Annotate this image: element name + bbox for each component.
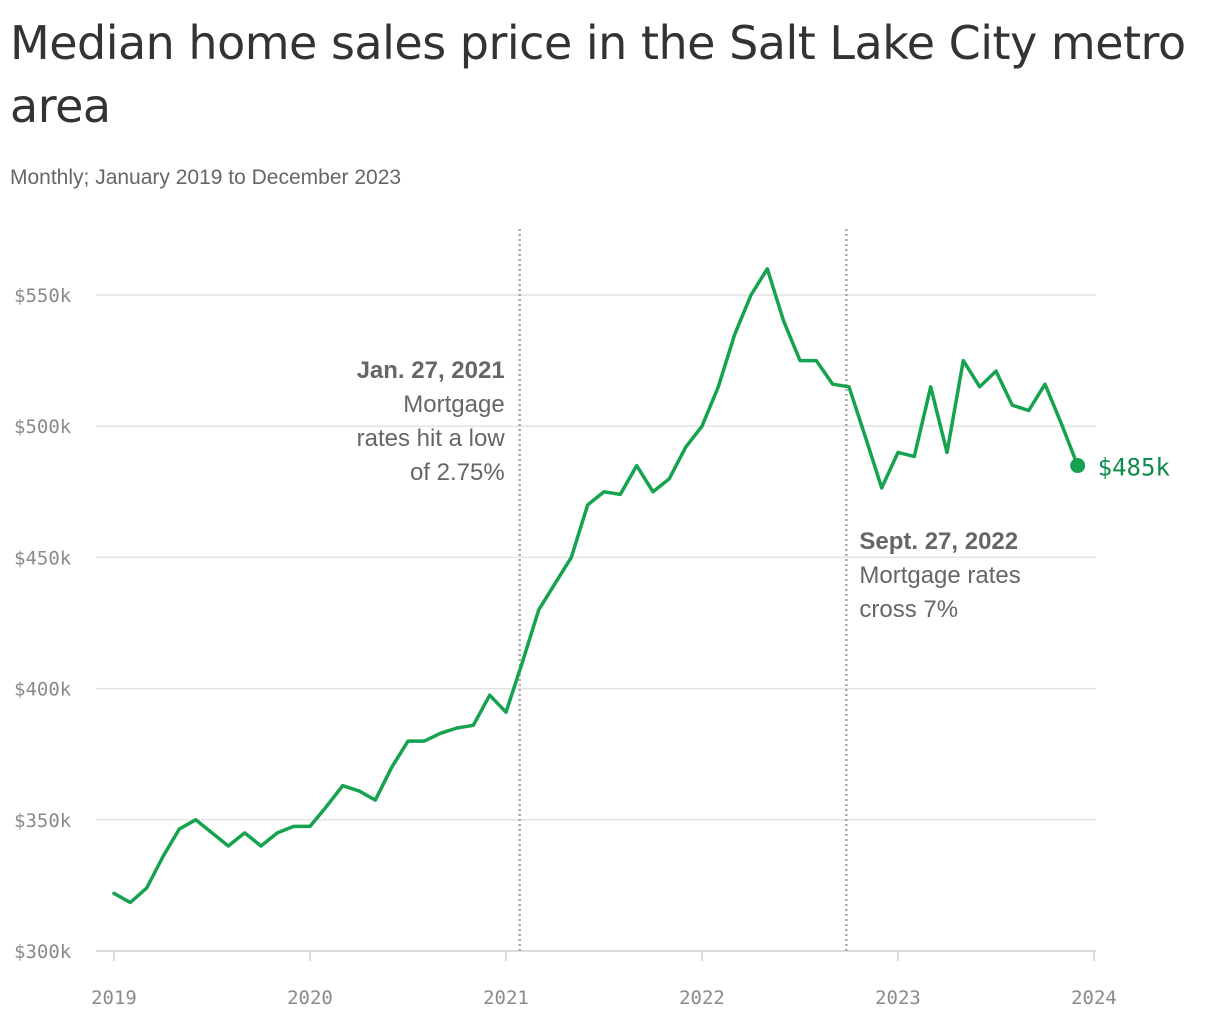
x-tick-label: 2019 bbox=[91, 987, 137, 1009]
chart-title: Median home sales price in the Salt Lake… bbox=[10, 16, 1186, 133]
annotation-date: Jan. 27, 2021 bbox=[357, 357, 505, 384]
annotation-text: cross 7% bbox=[859, 596, 958, 623]
chart-subtitle: Monthly; January 2019 to December 2023 bbox=[10, 166, 402, 189]
y-tick-label: $300k bbox=[14, 941, 72, 963]
annotation-text: Mortgage rates bbox=[859, 562, 1020, 589]
x-axis: 2019 2020 2021 2022 2023 2024 bbox=[91, 951, 1117, 1009]
series-line bbox=[112, 267, 1080, 905]
series-layer: $485k bbox=[112, 267, 1171, 905]
gridlines bbox=[96, 294, 1096, 952]
y-tick-label: $500k bbox=[14, 416, 72, 438]
y-tick-label: $450k bbox=[14, 547, 72, 569]
y-tick-label: $550k bbox=[14, 285, 72, 307]
x-tick-label: 2023 bbox=[875, 987, 921, 1009]
x-tick-label: 2024 bbox=[1071, 987, 1117, 1009]
annotation-text: rates hit a low bbox=[357, 425, 506, 452]
annotations: Jan. 27, 2021 Mortgage rates hit a low of 2… bbox=[357, 229, 1021, 952]
y-axis: $300k $350k $400k $450k $500k $550k bbox=[14, 285, 72, 963]
y-tick-label: $350k bbox=[14, 810, 72, 832]
x-tick-label: 2022 bbox=[679, 987, 725, 1009]
annotation-date: Sept. 27, 2022 bbox=[859, 528, 1018, 555]
y-tick-label: $400k bbox=[14, 679, 72, 701]
x-tick-label: 2020 bbox=[287, 987, 333, 1009]
x-tick-label: 2021 bbox=[483, 987, 529, 1009]
end-point bbox=[1070, 458, 1086, 474]
annotation-text: Mortgage bbox=[403, 391, 504, 418]
end-value-label: $485k bbox=[1098, 454, 1171, 482]
annotation-text: of 2.75% bbox=[410, 459, 505, 486]
